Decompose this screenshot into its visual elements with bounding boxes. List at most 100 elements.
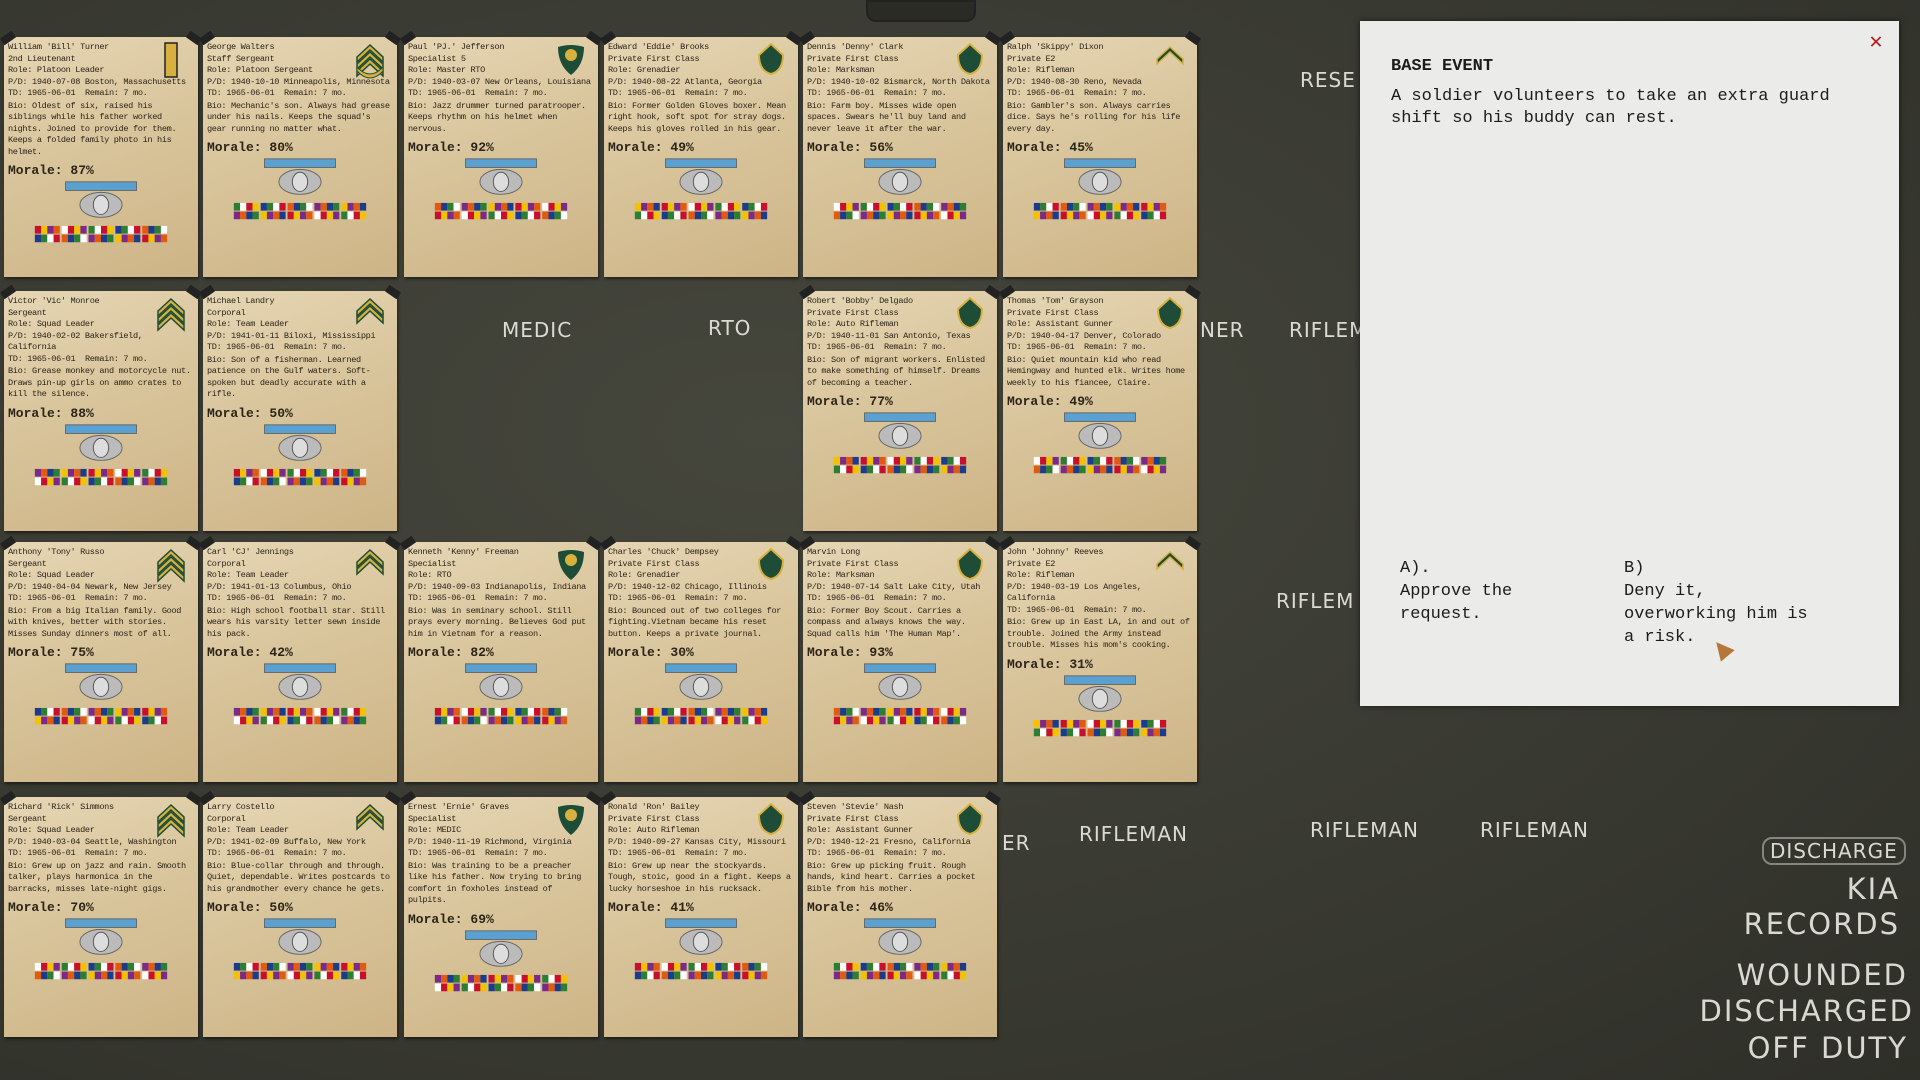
combat-infantry-badge-icon [65,663,137,673]
jump-wings-icon [878,928,922,955]
jump-wings-icon [878,422,922,449]
soldier-rank: Private First Class [807,813,899,824]
soldier-morale: Morale: 69% [408,911,494,927]
soldier-role: Role: Master RTO [408,65,485,75]
soldier-tour-date: TD: 1965-06-01 [408,848,476,858]
soldier-card[interactable]: Richard 'Rick' Simmons Sergeant Role: Sq… [0,790,203,1037]
soldier-card[interactable]: Kenneth 'Kenny' Freeman Specialist Role:… [399,535,603,782]
soldier-bio: Bio: Former Boy Scout. Carries a compass… [807,605,966,639]
soldier-birth: P/D: 1940-11-19 Richmond, Virginia [408,836,572,847]
soldier-name: Carl 'CJ' Jennings [207,547,294,557]
soldier-bio: Bio: Bounced out of two colleges for fig… [608,605,782,639]
soldier-name: Michael Landry [207,296,275,306]
soldier-tour-date: TD: 1965-06-01 [608,848,676,858]
combat-infantry-badge-icon [264,663,336,673]
soldier-name: Robert 'Bobby' Delgado [807,296,913,306]
combat-infantry-badge-icon [1064,158,1136,168]
pfc-chevron-icon [956,802,984,836]
soldier-rank: Sergeant [8,558,47,569]
soldier-card[interactable]: Anthony 'Tony' Russo Sergeant Role: Squa… [0,535,203,782]
soldier-card[interactable]: John 'Johnny' Reeves Private E2 Role: Ri… [998,535,1202,782]
soldier-card[interactable]: Dennis 'Denny' Clark Private First Class… [798,30,1002,277]
soldier-card[interactable]: Charles 'Chuck' Dempsey Private First Cl… [599,535,803,782]
combat-infantry-badge-icon [65,918,137,928]
soldier-name: Richard 'Rick' Simmons [8,802,114,812]
close-icon[interactable]: ✕ [1869,30,1883,55]
medals-ribbons [634,663,768,725]
soldier-morale: Morale: 31% [1007,656,1093,672]
soldier-details: Kenneth 'Kenny' Freeman Specialist Role:… [408,547,594,640]
soldier-card[interactable]: Victor 'Vic' Monroe Sergeant Role: Squad… [0,284,203,531]
soldier-card[interactable]: Edward 'Eddie' Brooks Private First Clas… [599,30,803,277]
soldier-bio: Bio: Grew up on jazz and rain. Smooth ta… [8,860,186,894]
soldier-role: Role: Rifleman [1007,570,1075,580]
option-a-button[interactable]: A). Approve the request. [1400,557,1600,626]
soldier-tour-date: TD: 1965-06-01 [207,848,275,858]
soldier-rank: Corporal [207,558,246,569]
records-button[interactable]: RECORDS [1743,907,1900,941]
soldier-bio: Bio: Son of a fisherman. Learned patienc… [207,354,371,400]
soldier-bio: Bio: Farm boy. Misses wide open spaces. … [807,100,966,134]
soldier-birth: P/D: 1940-08-30 Reno, Nevada [1007,76,1142,87]
pfc-chevron-icon [757,42,785,76]
discharged-button[interactable]: DISCHARGED [1699,994,1914,1028]
soldier-remain: Remain: 7 mo. [883,848,947,858]
soldier-role: Role: Auto Rifleman [807,319,899,329]
soldier-details: Michael Landry Corporal Role: Team Leade… [207,296,393,401]
soldier-birth: P/D: 1940-04-04 Newark, New Jersey [8,581,172,592]
jump-wings-icon [479,673,523,700]
soldier-card[interactable]: Marvin Long Private First Class Role: Ma… [798,535,1002,782]
soldier-morale: Morale: 93% [807,645,893,660]
sergeant-chevron-icon [157,297,185,332]
soldier-card[interactable]: Paul 'PJ.' Jefferson Specialist 5 Role: … [399,30,603,277]
soldier-bio: Bio: Mechanic's son. Always had grease u… [207,100,390,134]
combat-infantry-badge-icon [864,412,936,422]
medals-ribbons [34,423,168,485]
soldier-name: Steven 'Stevie' Nash [807,802,904,812]
soldier-rank: Private First Class [807,307,899,318]
board-slot-label: NER [1200,318,1245,342]
pfc-chevron-icon [956,42,984,76]
soldier-card[interactable]: Robert 'Bobby' Delgado Private First Cla… [798,284,1002,531]
soldier-tour-date: TD: 1965-06-01 [408,88,476,98]
option-b-button[interactable]: B) Deny it, overworking him is a risk. [1624,557,1824,649]
soldier-details: Ralph 'Skippy' Dixon Private E2 Role: Ri… [1007,42,1193,135]
discharge-button[interactable]: DISCHARGE [1762,837,1906,865]
soldier-morale: Morale: 30% [608,645,694,660]
soldier-remain: Remain: 7 mo. [1083,604,1147,615]
soldier-card[interactable]: George Walters Staff Sergeant Role: Plat… [198,30,402,277]
soldier-details: Anthony 'Tony' Russo Sergeant Role: Squa… [8,547,194,640]
soldier-role: Role: Squad Leader [8,825,95,835]
soldier-card[interactable]: Ronald 'Ron' Bailey Private First Class … [599,790,803,1037]
soldier-card[interactable]: Thomas 'Tom' Grayson Private First Class… [998,284,1202,531]
soldier-role: Role: Grenadier [608,570,681,580]
soldier-card[interactable]: Steven 'Stevie' Nash Private First Class… [798,790,1002,1037]
private-e2-chevron-icon [1156,45,1184,66]
soldier-card[interactable]: Carl 'CJ' Jennings Corporal Role: Team L… [198,535,402,782]
soldier-rank: Staff Sergeant [207,53,275,64]
soldier-card[interactable]: Ralph 'Skippy' Dixon Private E2 Role: Ri… [998,30,1202,277]
soldier-card[interactable]: Ernest 'Ernie' Graves Specialist Role: M… [399,790,603,1037]
soldier-role: Role: Marksman [807,570,875,580]
soldier-morale: Morale: 77% [807,394,893,409]
soldier-bio: Bio: High school football star. Still we… [207,605,385,639]
jump-wings-icon [79,434,123,461]
soldier-card[interactable]: Michael Landry Corporal Role: Team Leade… [198,284,402,531]
soldier-bio: Bio: Oldest of six, raised his siblings … [8,100,177,157]
kia-button[interactable]: KIA [1846,872,1900,906]
combat-infantry-badge-icon [465,158,537,168]
soldier-rank: 2nd Lieutenant [8,53,76,64]
off-duty-button[interactable]: OFF DUTY [1747,1031,1908,1065]
combat-infantry-badge-icon [665,918,737,928]
soldier-name: Dennis 'Denny' Clark [807,42,904,52]
soldier-name: Thomas 'Tom' Grayson [1007,296,1104,306]
medals-ribbons [233,663,367,725]
wounded-button[interactable]: WOUNDED [1736,958,1908,992]
jump-wings-icon [679,168,723,195]
soldier-card[interactable]: William 'Bill' Turner 2nd Lieutenant Rol… [0,30,203,277]
soldier-card[interactable]: Larry Costello Corporal Role: Team Leade… [198,790,402,1037]
soldier-tour-date: TD: 1965-06-01 [1007,342,1075,352]
soldier-name: George Walters [207,42,275,52]
medals-ribbons [833,663,967,725]
soldier-details: Thomas 'Tom' Grayson Private First Class… [1007,296,1193,389]
